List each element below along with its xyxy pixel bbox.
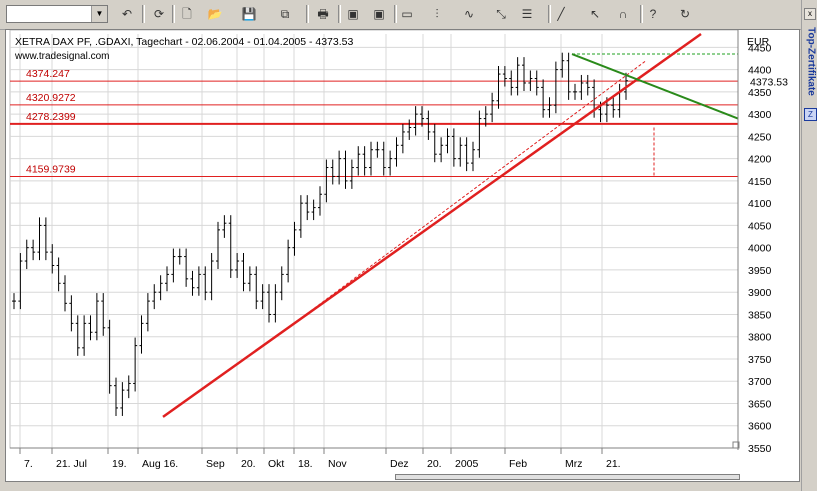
trend-lines: [162, 32, 740, 449]
y-tick-label: 3600: [748, 421, 772, 433]
save-icon[interactable]: 💾: [241, 7, 257, 21]
x-tick-label: 20.: [241, 458, 256, 470]
help-icon[interactable]: ?: [649, 7, 657, 21]
open-folder-icon[interactable]: 📂: [207, 7, 223, 21]
y-tick-label: 4000: [748, 243, 772, 255]
x-tick-label: 20.: [427, 458, 442, 470]
close-icon[interactable]: x: [804, 8, 816, 20]
y-tick-label: 4250: [748, 131, 772, 143]
price-bars: [12, 52, 628, 416]
chart-frame[interactable]: 4374.247 4320.9272 4278.2399 4159.9739 4373.…: [5, 29, 800, 482]
toolbar-separator: [548, 5, 551, 23]
new-icon[interactable]: 🗋: [182, 7, 192, 21]
x-tick-label: 18.: [298, 458, 313, 470]
level-label: 4159.9739: [26, 163, 76, 175]
x-tick-label: Aug 16.: [142, 458, 178, 470]
toolbar-separator: [640, 5, 643, 23]
toolbar-separator: [394, 5, 397, 23]
indicator-icon[interactable]: ∿: [463, 7, 475, 21]
level-label: 4278.2399: [26, 111, 76, 123]
y-tick-label: 3900: [748, 287, 772, 299]
level-label: 4320.9272: [26, 92, 76, 104]
toolbar-separator: [306, 5, 309, 23]
chevron-down-icon[interactable]: ▼: [91, 6, 107, 22]
toolbar-separator: [142, 5, 145, 23]
y-tick-label: 4100: [748, 198, 772, 210]
dashed-red-trendline: [305, 60, 647, 315]
y-tick-label: 4300: [748, 109, 772, 121]
toolbar-separator: [338, 5, 341, 23]
chart-window-icon[interactable]: ▣: [347, 7, 359, 21]
x-tick-label: 21.: [606, 458, 621, 470]
x-tick-label: Okt: [268, 458, 284, 470]
properties-icon[interactable]: ☰: [521, 7, 533, 21]
x-tick-label: Feb: [509, 458, 527, 470]
horizontal-scrollbar[interactable]: [395, 474, 740, 480]
horizontal-levels: 4374.247 4320.9272 4278.2399 4159.9739 4373.…: [10, 53, 788, 177]
y-tick-label: 4050: [748, 220, 772, 232]
x-tick-label: 7.: [24, 458, 33, 470]
x-tick-label: 19.: [112, 458, 127, 470]
reload-icon[interactable]: ↻: [679, 7, 691, 21]
copy-icon[interactable]: ⧉: [280, 7, 290, 21]
y-tick-label: 4200: [748, 154, 772, 166]
y-tick-label: 3650: [748, 398, 772, 410]
cursor-icon[interactable]: ↖: [589, 7, 601, 21]
symbol-combo[interactable]: ▼: [6, 5, 108, 23]
y-tick-label: 3850: [748, 309, 772, 321]
y-tick-label: 3950: [748, 265, 772, 277]
x-axis: 7. 21. Jul 19. Aug 16. Sep 20. Okt 18. Nov Dez 20.…: [10, 447, 738, 470]
drawing-icon[interactable]: ⤡: [496, 7, 506, 21]
chart-title: XETRA DAX PF, .GDAXI, Tagechart - 02.06.…: [15, 36, 353, 48]
level-label: 4374.247: [26, 68, 70, 80]
bar-style-icon[interactable]: ⫶: [435, 7, 439, 21]
x-tick-label: 2005: [455, 458, 479, 470]
top-zertifikate-label[interactable]: Top-Zertifikate: [805, 27, 817, 96]
chart-source: www.tradesignal.com: [14, 51, 109, 62]
y-tick-label: 4450: [748, 42, 772, 54]
display-icon[interactable]: ▭: [401, 7, 413, 21]
sidebar: x Top-Zertifikate Z: [801, 0, 817, 491]
trendline-icon[interactable]: ╱: [557, 7, 565, 21]
chart-window-2-icon[interactable]: ▣: [373, 7, 385, 21]
currency-label: EUR: [747, 36, 770, 48]
y-tick-label: 4350: [748, 87, 772, 99]
refresh-icon[interactable]: ⟳: [153, 7, 165, 21]
price-chart[interactable]: 4374.247 4320.9272 4278.2399 4159.9739 4373.…: [6, 29, 799, 481]
toolbar: ▼ ↶ ⟳ 🗋 📂 💾 ⧉ 🖶 ▣ ▣ ▭ ⫶ ∿ ⤡ ☰ ╱ ↖ ∩? ↻: [0, 0, 817, 30]
x-tick-label: Nov: [328, 458, 347, 470]
print-icon[interactable]: 🖶: [317, 7, 329, 21]
last-price-label: 4373.53: [750, 76, 788, 88]
plot-area: [9, 29, 739, 449]
green-trendline: [571, 53, 739, 120]
red-trendline: [162, 32, 702, 418]
undo-icon[interactable]: ↶: [121, 7, 133, 21]
y-tick-label: 4400: [748, 65, 772, 77]
x-tick-label: Dez: [390, 458, 409, 470]
y-tick-label: 3700: [748, 376, 772, 388]
y-tick-label: 3800: [748, 332, 772, 344]
y-tick-label: 3750: [748, 354, 772, 366]
magnet-icon[interactable]: ∩: [618, 7, 628, 21]
y-tick-label: 3550: [748, 443, 772, 455]
x-tick-label: 21. Jul: [56, 458, 87, 470]
x-tick-label: Sep: [206, 458, 225, 470]
zertifikate-icon[interactable]: Z: [804, 108, 817, 121]
toolbar-separator: [172, 5, 175, 23]
x-tick-label: Mrz: [565, 458, 583, 470]
y-axis: 3550 3600 3650 3700 3750 3800 3850 3900 3950 4000…: [737, 30, 772, 455]
y-tick-label: 4150: [748, 176, 772, 188]
